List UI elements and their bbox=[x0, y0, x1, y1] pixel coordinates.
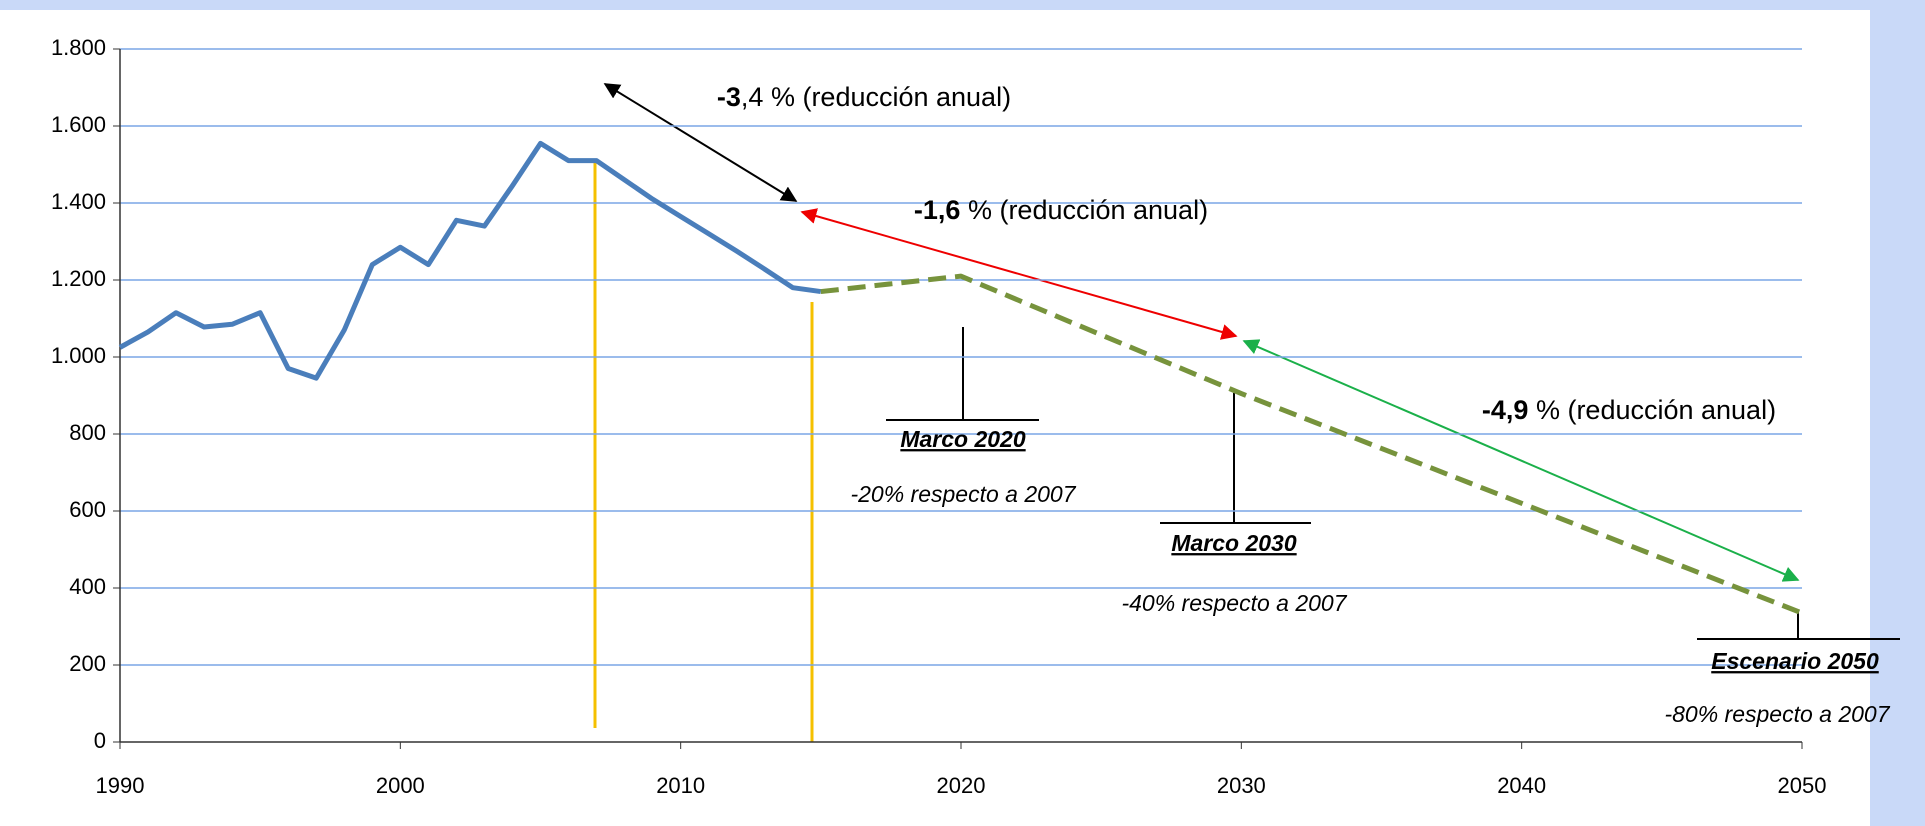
x-tick-label: 1990 bbox=[96, 773, 145, 798]
arrow bbox=[800, 208, 1238, 340]
milestone-label: Marco 2020 bbox=[900, 426, 1026, 452]
x-tick-label: 2030 bbox=[1217, 773, 1266, 798]
x-tick-label: 2010 bbox=[656, 773, 705, 798]
series-line bbox=[118, 140, 822, 381]
y-tick-label: 0 bbox=[94, 728, 106, 753]
milestone-label: Marco 2030 bbox=[1171, 530, 1297, 556]
annotation-bold: -1,6 bbox=[914, 195, 961, 225]
milestone-label: Escenario 2050 bbox=[1711, 648, 1879, 674]
leader bbox=[886, 327, 1039, 421]
annotation-text: % (reducción anual) bbox=[960, 195, 1208, 225]
series-line bbox=[820, 273, 1803, 616]
x-tick-label: 2020 bbox=[937, 773, 986, 798]
x-tick-label: 2040 bbox=[1497, 773, 1546, 798]
arrow bbox=[603, 83, 798, 202]
y-tick-label: 1.000 bbox=[51, 343, 106, 368]
y-tick-label: 200 bbox=[69, 651, 106, 676]
x-tick-label: 2050 bbox=[1778, 773, 1827, 798]
y-tick-label: 600 bbox=[69, 497, 106, 522]
x-tick-label: 2000 bbox=[376, 773, 425, 798]
arrow bbox=[1242, 339, 1800, 582]
milestone-note: -80% respecto a 2007 bbox=[1664, 701, 1890, 727]
annotation: -3,4 % (reducción anual) bbox=[717, 82, 1011, 112]
leader bbox=[1160, 393, 1311, 524]
y-tick-label: 1.400 bbox=[51, 189, 106, 214]
y-tick-label: 1.200 bbox=[51, 266, 106, 291]
annotation-bold: -4,9 bbox=[1482, 395, 1529, 425]
annotation: -4,9 % (reducción anual) bbox=[1482, 395, 1776, 425]
y-tick-label: 400 bbox=[69, 574, 106, 599]
leader bbox=[1697, 611, 1900, 640]
annotation-bold: -3 bbox=[717, 82, 741, 112]
milestone-note: -20% respecto a 2007 bbox=[850, 481, 1076, 507]
annotation-text: % (reducción anual) bbox=[1528, 395, 1776, 425]
milestone-note: -40% respecto a 2007 bbox=[1121, 590, 1347, 616]
y-tick-label: 1.600 bbox=[51, 112, 106, 137]
annotation: -1,6 % (reducción anual) bbox=[914, 195, 1208, 225]
y-tick-label: 800 bbox=[69, 420, 106, 445]
y-tick-label: 1.800 bbox=[51, 35, 106, 60]
annotation-text: ,4 % (reducción anual) bbox=[741, 82, 1011, 112]
